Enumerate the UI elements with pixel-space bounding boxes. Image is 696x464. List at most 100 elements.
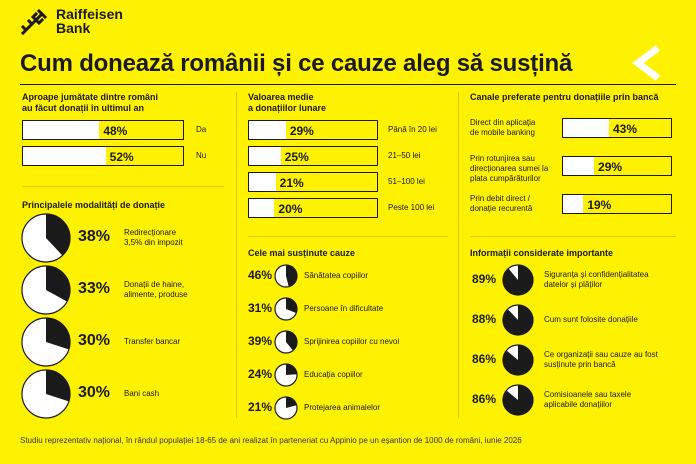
s6-pct-0: 89% [472,272,497,286]
brand-logo: Raiffeisen Bank [20,6,123,36]
s1-title: Aproape jumătate dintre români au făcut … [22,92,158,114]
s2-bar-1: 25% [248,146,378,166]
s5-pie-4-slice [286,397,297,408]
s3-label-0-line2: de mobile banking [470,128,535,137]
s2-bar-2: 21% [248,172,378,192]
s3-label-2-line2: donație recurentă [470,204,533,213]
page-title: Cum donează românii și ce cauze aleg să … [20,50,573,77]
s6-label-2-line1: Ce organizații sau cauze au fost [544,350,658,359]
s4-pie-3-slice [46,370,70,402]
s5-pie-1 [274,297,298,321]
raiffeisen-cross-icon [20,8,48,36]
s3-bar-2-fill [563,195,584,213]
s6-label-3: Comisioanele sau taxele aplicabile donați… [544,390,631,410]
s2-bar-3-fill [249,199,275,217]
s4-label-0-line2: 3,5% din impozit [124,238,183,247]
s5-pct-1: 31% [248,301,273,315]
s5-label-1: Persoane în dificultate [304,304,383,314]
s6-label-3-line2: aplicabile donațiilor [544,400,613,409]
s6-pie-1-slice [503,305,533,335]
s2-label-3: Peste 100 lei [388,203,434,213]
s2-bar-3: 20% [248,198,378,218]
s5-pct-0: 46% [248,268,273,282]
s2-label-0-line1: Până în 20 lei [388,125,437,134]
s5-label-3: Educația copiilor [304,370,363,380]
s1-bar-1-value: 52% [109,150,134,164]
s5-label-1-line1: Persoane în dificultate [304,304,384,313]
s1-label-0: Da [196,125,206,135]
s3-label-1-line1: Prin rotunjirea sau [470,154,535,163]
s3-divider [470,236,676,237]
s2-bar-1-fill [249,147,281,165]
s6-pie-2 [502,344,534,376]
s5-pie-3-slice [286,364,297,375]
s2-bar-2-fill [249,173,276,191]
s1-label-1: Nu [196,151,206,161]
s3-bar-2: 19% [562,194,672,214]
s2-bar-0: 29% [248,120,378,140]
s6-pie-0-slice [503,265,533,295]
s5-pct-4: 21% [248,400,273,414]
s1-bar-1-fill [23,147,106,165]
s1-divider [22,186,224,187]
s1-bar-1: 52% [22,146,184,166]
s4-label-3: Bani cash [124,389,159,399]
s6-pie-1 [502,304,534,336]
s6-label-2: Ce organizații sau cauze au fost susținut… [544,350,658,370]
s4-label-1-line2: alimente, produse [124,290,188,299]
s4-label-0-line1: Redirecționare [124,228,177,237]
s2-label-2-line1: 51–100 lei [388,177,425,186]
s2-bar-2-value: 21% [279,176,304,190]
s5-pie-2-slice [286,331,297,351]
s6-title: Informații considerate importante [470,248,614,258]
s6-label-0: Siguranța și confidențialitatea datelor ș… [544,270,649,290]
s2-label-2: 51–100 lei [388,177,425,187]
s2-bar-3-value: 20% [278,202,303,216]
s3-title: Canale preferate pentru donațiile prin b… [470,92,659,102]
s5-pie-3 [274,363,298,387]
s2-divider [248,236,448,237]
s4-pct-1: 33% [78,280,111,297]
s3-bar-0: 43% [562,118,672,138]
chevron-left-icon [632,45,661,81]
s6-label-1-line1: Cum sunt folosite donațiile [544,315,638,324]
s3-bar-1: 29% [562,156,672,176]
s2-label-0: Până în 20 lei [388,125,437,135]
s5-pie-4 [274,396,298,420]
logo-line1: Raiffeisen [56,6,123,22]
s6-label-2-line2: susținute prin bancă [544,360,616,369]
s1-title-line2: au făcut donații în ultimul an [22,103,145,113]
s5-pie-0-slice [286,265,297,287]
s6-pie-3 [502,384,534,416]
s2-bar-0-value: 29% [289,124,314,138]
s3-label-1: Prin rotunjirea sau direcționarea sumei l… [470,154,548,184]
title-divider [20,84,676,85]
s2-label-1-line1: 21–50 lei [388,151,421,160]
s6-pie-0 [502,264,534,296]
s2-title-line1: Valoarea medie [248,92,314,102]
s1-label-1-line1: Nu [196,151,207,160]
s1-label-0-line1: Da [196,125,207,134]
s3-label-0-line1: Direct din aplicația [470,118,536,127]
s1-bar-0-value: 48% [103,124,128,138]
s5-title: Cele mai susținute cauze [248,248,356,258]
s4-pie-2 [21,317,71,367]
s4-pct-0: 38% [78,228,111,245]
s4-label-3-line1: Bani cash [124,389,160,398]
s4-label-0: Redirecționare 3,5% din impozit [124,228,183,248]
s6-pie-2-slice [503,345,533,375]
s2-title-line2: a donațiilor lunare [248,103,327,113]
s4-pie-0 [21,213,71,263]
s6-pie-3-slice [503,385,533,415]
column-divider-2 [458,92,459,418]
s4-pie-0-slice [46,214,71,256]
s6-pct-1: 88% [472,312,497,326]
s6-pct-2: 86% [472,352,497,366]
s3-bar-0-fill [563,119,609,137]
s3-label-2-line1: Prin debit direct / [470,194,531,203]
s5-pct-2: 39% [248,334,273,348]
s4-label-1-line1: Donații de haine, [124,280,185,289]
s5-label-2: Sprijinirea copiilor cu nevoi [304,337,399,347]
s5-label-0-line1: Sănătatea copiilor [304,271,369,280]
s5-label-4-line1: Protejarea animalelor [304,403,381,412]
